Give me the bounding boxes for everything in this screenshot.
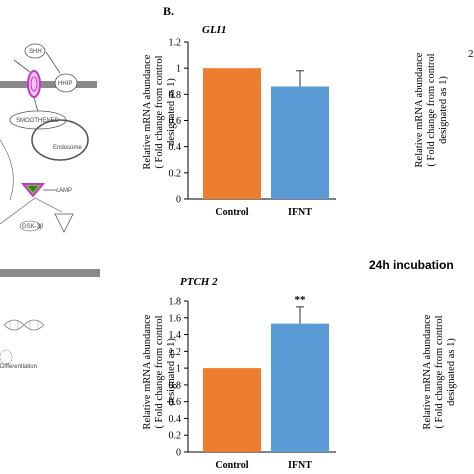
y-tick-label: 1.2 (169, 38, 182, 49)
differentiation-node (0, 349, 13, 365)
pathway-edge (45, 51, 61, 74)
x-tick-label: Control (215, 460, 248, 471)
significance-marker: ** (295, 294, 307, 306)
kinase-inner (28, 186, 38, 192)
gli1-chart: GLI1 0 0.2 0.4 0.6 0.8 1 1.2 Control IFNT (169, 24, 336, 218)
bar-ifnt (271, 323, 329, 452)
x-tick-label: IFNT (288, 207, 312, 218)
incubation-label: 24h incubation (369, 258, 454, 272)
pathway-edge (0, 197, 36, 225)
right-tick-label: 2 (468, 48, 474, 60)
y-label-line: Relative mRNA abundance (422, 314, 433, 430)
x-tick-label: Control (215, 207, 248, 218)
y-label-line: ( Fold change from control (426, 53, 437, 167)
y-tick-label: 0.2 (169, 431, 182, 442)
pathway-label-smoothened: SMOOTHENED (16, 118, 60, 124)
y-label-line: Relative mRNA abundance (414, 52, 425, 168)
y-tick-label: 1.4 (169, 330, 182, 341)
pathway-edge (0, 139, 14, 201)
pathway-label-endosome: Endosome (53, 145, 82, 151)
y-label-line: ( Fold change from control (434, 315, 445, 429)
y-tick-label: 0.4 (169, 414, 182, 425)
hhip-node (54, 73, 78, 93)
bar-ifnt (271, 86, 329, 199)
cell-membrane (0, 81, 97, 88)
y-tick-label: 0.6 (169, 397, 182, 408)
y-label-line: Relative mRNA abundance (142, 314, 153, 430)
y-tick-label: 1 (176, 364, 181, 375)
pathway-label-differentiation: Differentiation (0, 364, 37, 370)
right-y-axis-label-lower: Relative mRNA abundance ( Fold change fr… (422, 292, 458, 452)
pathway-label-gsk3b: GSK-3β (22, 224, 44, 230)
y-label-line: designated as 1) (446, 338, 457, 406)
ptch-inner (30, 76, 38, 92)
endosome-shape (31, 119, 89, 161)
y-tick-label: 0.2 (169, 168, 182, 179)
gsk3b-node (54, 213, 74, 233)
gsk-node (19, 220, 41, 232)
y-label-line: designated as 1) (438, 76, 449, 144)
pathway-edge (33, 96, 39, 113)
y-tick-label: 1 (176, 64, 181, 75)
y-tick-label: 1.6 (169, 313, 182, 324)
pathway-edge (13, 59, 31, 73)
y-tick-label: 0.8 (169, 90, 182, 101)
ptch-node (27, 70, 41, 98)
ptch2-chart: PTCH 2 0 0.2 0.4 0.6 0.8 1 1.2 1.4 1.6 1.8 Control *… (169, 276, 336, 471)
bar-control (203, 68, 261, 199)
y-tick-label: 0 (176, 195, 181, 206)
pathway-label-camp: cAMP (56, 188, 72, 194)
y-tick-label: 0 (176, 448, 181, 459)
pathway-label-shh: SHH (29, 49, 42, 55)
right-y-axis-label: Relative mRNA abundance ( Fold change fr… (414, 30, 450, 190)
pathway-edge (34, 197, 63, 213)
y-label-line: Relative mRNA abundance (142, 54, 153, 170)
pathway-diagram: SHH HHIP SMOOTHENED Endosome cAMP GSK-3β… (0, 43, 100, 370)
pathway-label-hhip: HHIP (58, 81, 72, 87)
cell-membrane-lower (0, 269, 100, 277)
chart-title: GLI1 (202, 24, 226, 36)
x-tick-label: IFNT (288, 460, 312, 471)
y-tick-label: 0.6 (169, 116, 182, 127)
y-tick-label: 0.4 (169, 142, 182, 153)
panel-label: B. (163, 4, 175, 18)
y-tick-label: 1.8 (169, 297, 182, 308)
y-tick-label: 1.2 (169, 347, 182, 358)
bar-control (203, 368, 261, 452)
shh-node (24, 43, 46, 59)
chart-title: PTCH 2 (180, 276, 218, 288)
y-tick-label: 0.8 (169, 380, 182, 391)
